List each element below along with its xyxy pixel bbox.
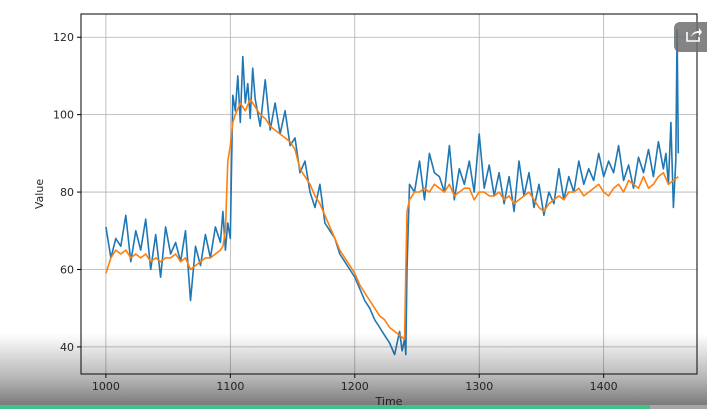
y-tick-label: 80 <box>60 186 74 199</box>
x-tick-label: 1400 <box>590 380 618 393</box>
grid-lines <box>81 14 697 374</box>
y-tick-label: 40 <box>60 341 74 354</box>
x-tick-label: 1300 <box>465 380 493 393</box>
x-axis-ticks: 1000 1100 1200 1300 1400 <box>92 374 618 393</box>
y-tick-label: 120 <box>53 31 74 44</box>
x-tick-label: 1200 <box>341 380 369 393</box>
video-progress-fill <box>0 405 651 409</box>
y-tick-label: 60 <box>60 263 74 276</box>
y-axis-label: Value <box>33 179 46 209</box>
x-tick-label: 1000 <box>92 380 120 393</box>
share-icon <box>685 27 703 47</box>
video-progress-bar[interactable] <box>0 405 707 409</box>
share-button[interactable] <box>674 22 707 52</box>
series-line-2 <box>105 98 679 340</box>
x-tick-label: 1100 <box>216 380 244 393</box>
axes-frame <box>80 13 698 375</box>
y-tick-label: 100 <box>53 109 74 122</box>
y-axis-ticks: 40 60 80 100 120 <box>53 31 81 354</box>
